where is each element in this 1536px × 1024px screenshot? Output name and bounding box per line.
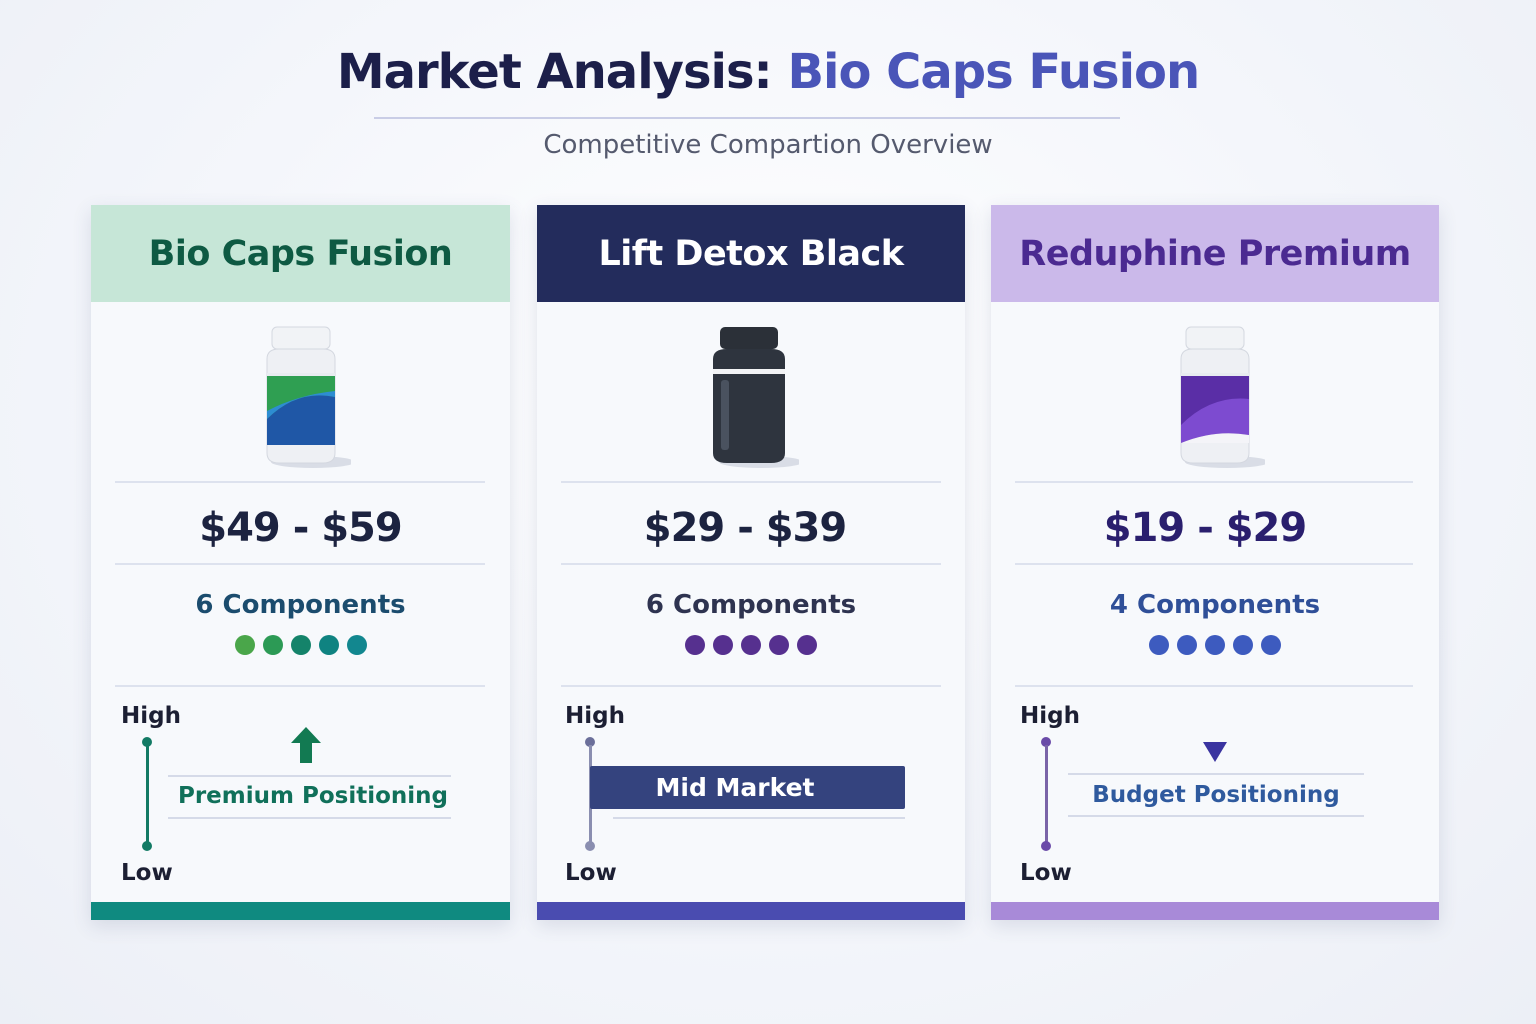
components-dots xyxy=(91,635,510,655)
bottle-icon xyxy=(713,327,799,468)
components-dots xyxy=(537,635,965,655)
product-card-reduphine-premium: Reduphine Premium $19 - $29 4 Components… xyxy=(991,205,1439,920)
positioning-label: Mid Market xyxy=(655,773,815,802)
card-divider xyxy=(1015,481,1413,483)
price-range: $49 - $59 xyxy=(199,505,402,551)
component-dot xyxy=(797,635,817,655)
scale-bottom-marker xyxy=(585,841,595,851)
scale-bottom-marker xyxy=(142,841,152,851)
arrow-up-icon xyxy=(291,727,321,763)
scale-low-label: Low xyxy=(1020,860,1072,886)
component-dot xyxy=(346,635,367,655)
card-divider xyxy=(1015,563,1413,565)
price-range: $29 - $39 xyxy=(643,505,847,551)
scale-top-marker xyxy=(585,737,595,747)
component-dot xyxy=(685,635,705,655)
card-footer-bar xyxy=(991,902,1439,920)
card-footer-bar xyxy=(537,902,965,920)
card-divider xyxy=(561,481,941,483)
component-dot xyxy=(262,635,283,655)
arrow-down-icon xyxy=(1203,742,1227,762)
card-footer-bar xyxy=(91,902,510,920)
component-dot xyxy=(1233,635,1253,655)
scale-bottom-marker xyxy=(1041,841,1051,851)
bottle-icon xyxy=(1180,326,1265,468)
scale-top-marker xyxy=(142,737,152,747)
component-dot xyxy=(1261,635,1281,655)
scale-top-marker xyxy=(1041,737,1051,747)
card-header: Reduphine Premium xyxy=(991,205,1439,302)
page-subtitle: Competitive Compartion Overview xyxy=(543,130,993,160)
bottle-icon xyxy=(266,326,351,468)
components-count: 6 Components xyxy=(645,590,857,620)
positioning-rule xyxy=(1068,773,1364,775)
component-dot xyxy=(1149,635,1169,655)
components-count: 4 Components xyxy=(1109,590,1321,620)
positioning-label: Premium Positioning xyxy=(177,783,448,809)
component-dot xyxy=(769,635,789,655)
component-dot xyxy=(234,635,255,655)
components-dots xyxy=(991,635,1439,655)
scale-low-label: Low xyxy=(565,860,617,886)
components-count: 6 Components xyxy=(195,590,406,620)
scale-high-label: High xyxy=(1020,703,1080,729)
product-card-bio-caps-fusion: Bio Caps Fusion $49 - $59 6 Components H… xyxy=(91,205,510,920)
scale-low-label: Low xyxy=(121,860,173,886)
component-dot xyxy=(1177,635,1197,655)
positioning-rule xyxy=(1068,815,1364,817)
component-dot xyxy=(1205,635,1225,655)
title-divider xyxy=(374,117,1120,119)
page-title: Market Analysis: Bio Caps Fusion xyxy=(0,44,1536,100)
scale-high-label: High xyxy=(565,703,625,729)
card-divider xyxy=(1015,685,1413,687)
scale-line xyxy=(1045,745,1048,845)
component-dot xyxy=(318,635,339,655)
card-divider xyxy=(115,563,485,565)
positioning-label: Budget Positioning xyxy=(1092,782,1340,808)
product-card-lift-detox-black: Lift Detox Black $29 - $39 6 Components … xyxy=(537,205,965,920)
title-accent: Bio Caps Fusion xyxy=(787,44,1200,100)
title-main: Market Analysis: xyxy=(336,44,788,100)
scale-line xyxy=(146,745,149,845)
mid-market-bar xyxy=(590,766,905,809)
component-dot xyxy=(290,635,311,655)
component-dot xyxy=(713,635,733,655)
card-divider xyxy=(561,685,941,687)
card-divider xyxy=(561,563,941,565)
scale-high-label: High xyxy=(121,703,181,729)
card-header: Lift Detox Black xyxy=(537,205,965,302)
card-divider xyxy=(115,685,485,687)
positioning-rule xyxy=(168,775,451,777)
component-dot xyxy=(741,635,761,655)
positioning-rule xyxy=(613,817,905,819)
card-divider xyxy=(115,481,485,483)
positioning-rule xyxy=(168,817,451,819)
card-header: Bio Caps Fusion xyxy=(91,205,510,302)
price-range: $19 - $29 xyxy=(1103,505,1307,551)
